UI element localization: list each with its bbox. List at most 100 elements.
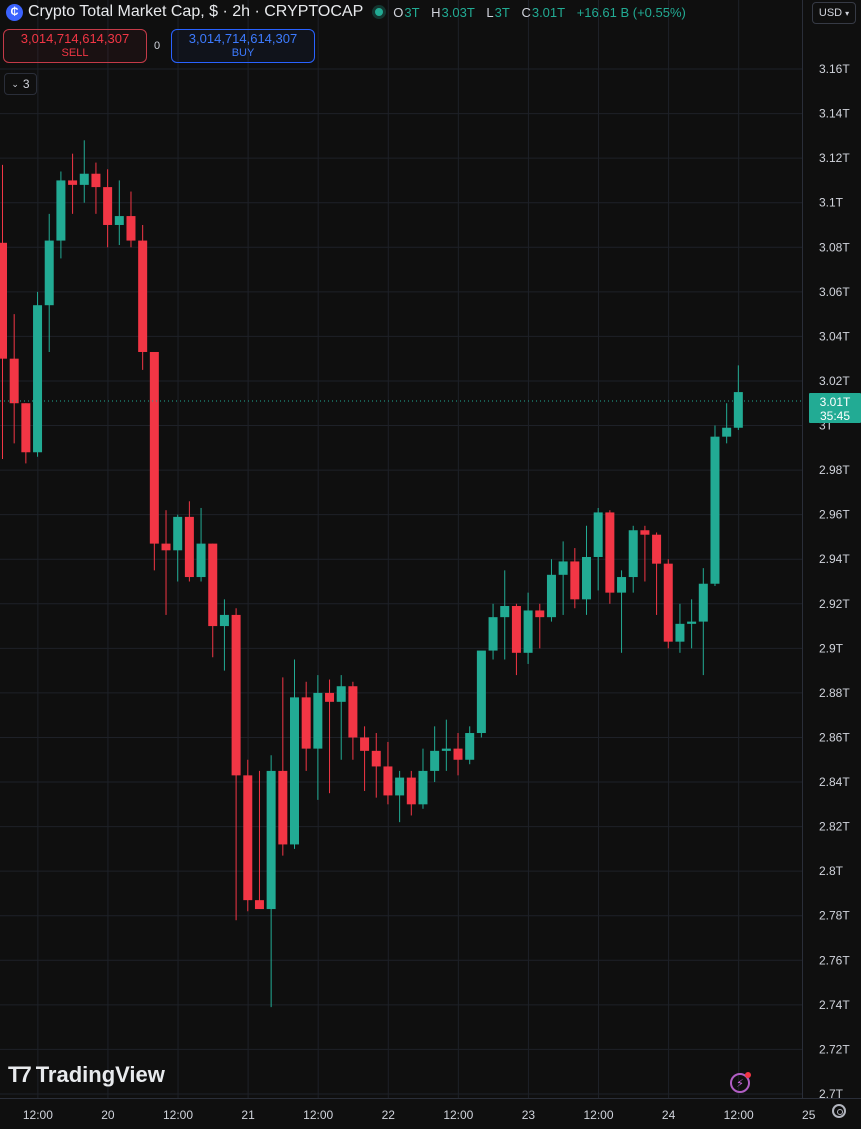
y-tick-label: 2.84T — [819, 775, 850, 789]
candle — [441, 719, 451, 771]
crypto-logo-icon: ₵ — [6, 3, 23, 21]
spread-value: 0 — [154, 40, 161, 52]
price-axis[interactable]: 3.16T 3.14T 3.12T 3.1T 3.08T 3.06T 3.04T 3.02T 3… — [802, 0, 861, 1098]
y-tick-label: 2.92T — [819, 597, 850, 611]
tradingview-logo[interactable]: T7 TradingView — [8, 1062, 165, 1088]
candle-body — [161, 543, 171, 551]
lightning-icon[interactable]: ⚡ — [730, 1072, 751, 1093]
candle — [406, 770, 416, 816]
x-tick-label: 23 — [522, 1108, 536, 1122]
high-label: H — [431, 4, 441, 20]
candle — [114, 180, 124, 246]
high-value: 3.03T — [441, 4, 475, 20]
buy-button[interactable]: 3,014,714,614,307 BUY — [171, 29, 315, 63]
x-tick-label: 12:00 — [443, 1108, 473, 1122]
y-tick-label: 3.04T — [819, 329, 850, 343]
candle-body — [68, 180, 78, 185]
indicators-toggle-button[interactable]: ⌄ 3 — [4, 73, 37, 95]
tradingview-wordmark: TradingView — [35, 1062, 165, 1087]
y-tick-label: 2.72T — [819, 1042, 850, 1056]
candle-body — [9, 358, 19, 404]
candle-body — [733, 392, 743, 428]
candle-body — [640, 530, 650, 535]
candle — [733, 365, 743, 430]
candle-body — [383, 766, 393, 796]
candle — [663, 559, 673, 649]
candle-body — [710, 436, 720, 584]
candle-body — [675, 623, 685, 642]
symbol-title[interactable]: Crypto Total Market Cap, $ · 2h · CRYPTO… — [28, 3, 364, 20]
y-tick-label: 2.98T — [819, 463, 850, 477]
candle — [231, 608, 241, 921]
y-tick-label: 2.78T — [819, 909, 850, 923]
y-tick-label: 3.08T — [819, 240, 850, 254]
candle — [126, 191, 136, 248]
candle-body — [243, 775, 253, 901]
candle — [710, 425, 720, 586]
y-tick-label: 2.88T — [819, 686, 850, 700]
candle-body — [663, 563, 673, 642]
candle — [675, 603, 685, 653]
chevron-down-icon: ▾ — [845, 8, 850, 18]
candle — [219, 599, 229, 671]
sell-price: 3,014,714,614,307 — [20, 31, 130, 46]
y-tick-label: 3.06T — [819, 285, 850, 299]
tradingview-mark-icon: T7 — [8, 1062, 32, 1087]
candle-body — [149, 351, 159, 544]
y-tick-label: 3.16T — [819, 62, 850, 76]
candle-body — [21, 403, 31, 453]
candle-body — [44, 240, 54, 306]
candle — [336, 675, 346, 760]
candle — [395, 770, 405, 823]
candle-body — [511, 606, 521, 653]
candle — [243, 759, 253, 912]
candlestick-chart[interactable] — [0, 0, 802, 1098]
candle-body — [406, 777, 416, 805]
candle-body — [593, 512, 603, 557]
notification-dot — [745, 1072, 751, 1078]
x-tick-label: 12:00 — [724, 1108, 754, 1122]
y-tick-label: 2.7T — [819, 1087, 844, 1098]
buy-label: BUY — [231, 47, 255, 59]
candle-body — [33, 305, 43, 453]
low-label: L — [486, 4, 494, 20]
candle-body — [371, 750, 381, 767]
x-tick-label: 12:00 — [303, 1108, 333, 1122]
candle-body — [126, 216, 136, 241]
candle-body — [535, 610, 545, 618]
candle — [652, 532, 662, 615]
y-tick-label: 2.94T — [819, 552, 850, 566]
candle — [301, 681, 311, 771]
candle-body — [476, 650, 486, 734]
candle-body — [558, 561, 568, 575]
candle — [254, 770, 264, 910]
time-axis[interactable]: 12:00 20 12:00 21 12:00 22 12:00 23 12:00 24 12:00… — [0, 1098, 861, 1129]
change-value: +16.61 B (+0.55%) — [576, 4, 686, 20]
settings-gear-icon[interactable] — [832, 1104, 846, 1118]
candle — [33, 291, 43, 457]
x-tick-label: 12:00 — [583, 1108, 613, 1122]
y-tick-label: 2.9T — [819, 641, 844, 655]
candle — [56, 171, 66, 259]
candle-body — [184, 516, 194, 578]
candle-body — [219, 614, 229, 627]
candle-body — [360, 737, 370, 751]
currency-select[interactable]: USD ▾ — [812, 2, 856, 24]
candle-body — [500, 606, 510, 618]
candle-body — [628, 530, 638, 578]
candle — [722, 403, 732, 444]
y-tick-label: 2.96T — [819, 508, 850, 522]
symbol-header: ₵ Crypto Total Market Cap, $ · 2h · CRYP… — [6, 2, 686, 22]
candle — [313, 675, 323, 800]
candle — [173, 514, 183, 582]
candle — [617, 570, 627, 653]
candle-body — [546, 574, 556, 618]
candle-body — [196, 543, 206, 578]
candle — [138, 224, 148, 370]
candle — [278, 677, 288, 856]
candle-body — [231, 614, 241, 776]
last-price-value: 3.01T — [820, 395, 851, 409]
candle-body — [395, 777, 405, 796]
candle — [184, 501, 194, 582]
sell-button[interactable]: 3,014,714,614,307 SELL — [3, 29, 147, 63]
